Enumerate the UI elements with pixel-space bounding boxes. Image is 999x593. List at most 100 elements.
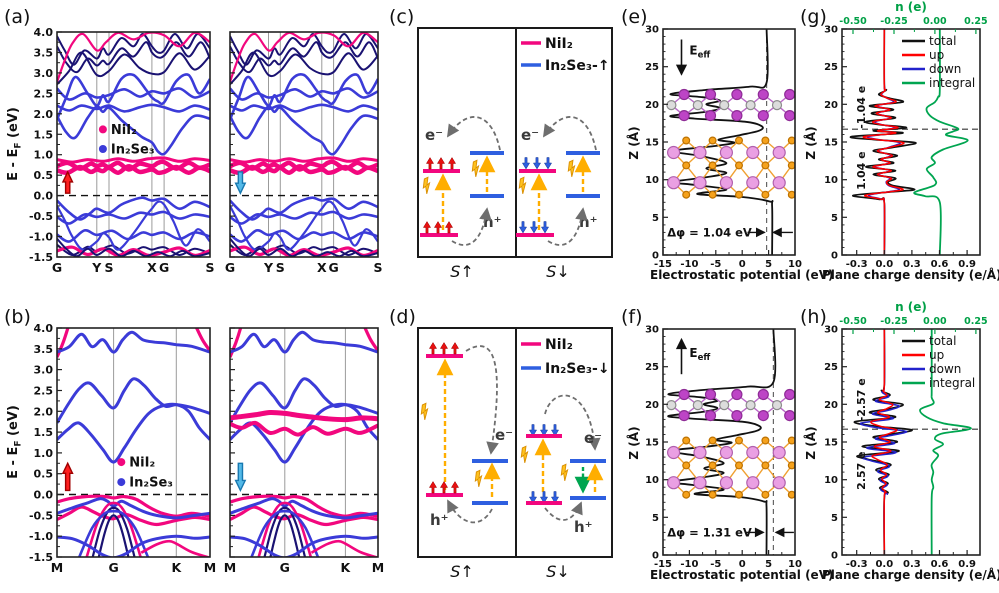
tick-label: 25 (824, 62, 838, 73)
i-bottom-atom (678, 109, 690, 122)
se-atom (787, 161, 795, 170)
band-curve (230, 156, 378, 164)
lightning-icon (417, 402, 433, 421)
band-curve (230, 103, 378, 113)
delta-phi-label: Δφ = 1.31 eV (667, 525, 752, 539)
band-curve (140, 539, 210, 557)
in-atom (719, 445, 734, 460)
band-curve (57, 210, 210, 225)
band-curve (57, 196, 210, 221)
i-top-atom (757, 388, 769, 401)
ni-atom (745, 400, 756, 411)
se-atom (734, 136, 743, 145)
panel-h-charge: -0.3 0.0 0.3 0.6 0.9 -0.50 -0.25 0.00 0.25 0 5 10 15… (824, 316, 988, 570)
legend-label: NiI₂ (111, 123, 137, 138)
tick-label: 5 (765, 259, 772, 270)
charge-x-axis-title: Plane charge density (e/Å) (822, 568, 999, 582)
tick-label: 0.0 (875, 259, 893, 270)
hole-label: h⁺ (574, 518, 593, 536)
n-tick-label: -0.25 (880, 316, 907, 327)
se-atom (734, 161, 743, 170)
tick-label: 25 (824, 362, 838, 373)
se-atom (708, 461, 717, 470)
tick-label: 0.0 (875, 559, 893, 570)
band-curve (230, 534, 378, 557)
legend-label: NiI₂ (129, 456, 155, 471)
k-point-label: S (104, 260, 113, 275)
ni-atom (719, 400, 730, 411)
in-atom (666, 445, 681, 460)
k-point-label: M (204, 560, 216, 575)
spin-up-channel-label: S↑ (450, 262, 474, 281)
panel-c-schematic: NiI₂ In₂Se₃-↑ e⁻ h⁺ e⁻ (417, 27, 613, 281)
band-curve (230, 163, 378, 176)
legend-in2se3-label: In₂Se₃-↑ (545, 58, 610, 74)
plot-shape (230, 328, 378, 557)
tick-label: -0.3 (846, 559, 868, 570)
hole-label: h⁺ (430, 511, 449, 529)
se-atom (787, 461, 795, 470)
band-curve (57, 156, 210, 164)
band-curve (230, 237, 378, 257)
legend-dot (98, 125, 107, 134)
potential-x-axis-title: Electrostatic potential (eV) (650, 568, 834, 582)
ni-atom (745, 99, 756, 111)
plot-frame (56, 327, 211, 558)
in-atom (746, 176, 760, 190)
se-atom (708, 190, 717, 199)
se-atom (787, 436, 795, 445)
in-atom (772, 145, 786, 160)
ni-atom (771, 400, 783, 411)
integral-curve (913, 29, 969, 255)
tick-label: 5 (652, 513, 659, 524)
legend-label: In₂Se₃ (111, 143, 155, 158)
tick-label: 2.5 (34, 385, 54, 398)
i-bottom-atom (678, 410, 690, 422)
panel-label-d: (d) (389, 306, 416, 328)
tick-label: 2.5 (34, 87, 54, 100)
hole-transfer-arrow (447, 499, 493, 524)
k-point-label: M (51, 560, 63, 575)
legend-nii2-label: NiI₂ (545, 337, 573, 353)
i-bottom-atom (731, 410, 743, 422)
electron-transfer-arrow (544, 394, 601, 451)
band-curve (57, 402, 210, 464)
panel-label-e: (e) (621, 6, 648, 28)
legend-label: down (929, 62, 961, 76)
tick-label: 10 (824, 475, 838, 486)
in-atom (693, 445, 707, 460)
band-curve (57, 163, 210, 176)
ni-atom (666, 99, 677, 111)
band-curve (57, 200, 210, 251)
atomic-structure (666, 388, 795, 499)
k-point-label: G (280, 560, 290, 575)
effective-field-label: Eeff (689, 44, 710, 61)
n-axis-title: n (e) (895, 0, 927, 14)
tick-label: 0.0 (34, 190, 54, 203)
tick-label: 0 (652, 251, 659, 262)
band-curve (257, 501, 313, 557)
band-curve (230, 32, 378, 66)
legend-label: integral (929, 376, 975, 390)
k-point-label: G (108, 560, 118, 575)
lightning-icon (517, 445, 533, 464)
tick-label: -10 (680, 559, 698, 570)
se-atom (682, 490, 691, 499)
tick-label: 5 (831, 513, 838, 524)
band-curve (363, 328, 378, 352)
se-atom (787, 190, 795, 199)
z-axis-title: Z (Å) (804, 426, 818, 460)
tick-label: -0.5 (29, 210, 53, 223)
ni-atom (771, 99, 783, 111)
se-atom (708, 490, 717, 499)
tick-label: 20 (824, 400, 838, 411)
band-curve (230, 196, 378, 221)
in-atom (719, 176, 734, 190)
band-curve (57, 497, 210, 520)
tick-label: 15 (645, 438, 659, 449)
plot-frame (229, 327, 379, 558)
n-tick-label: 0.00 (923, 316, 947, 327)
se-atom (682, 136, 691, 145)
